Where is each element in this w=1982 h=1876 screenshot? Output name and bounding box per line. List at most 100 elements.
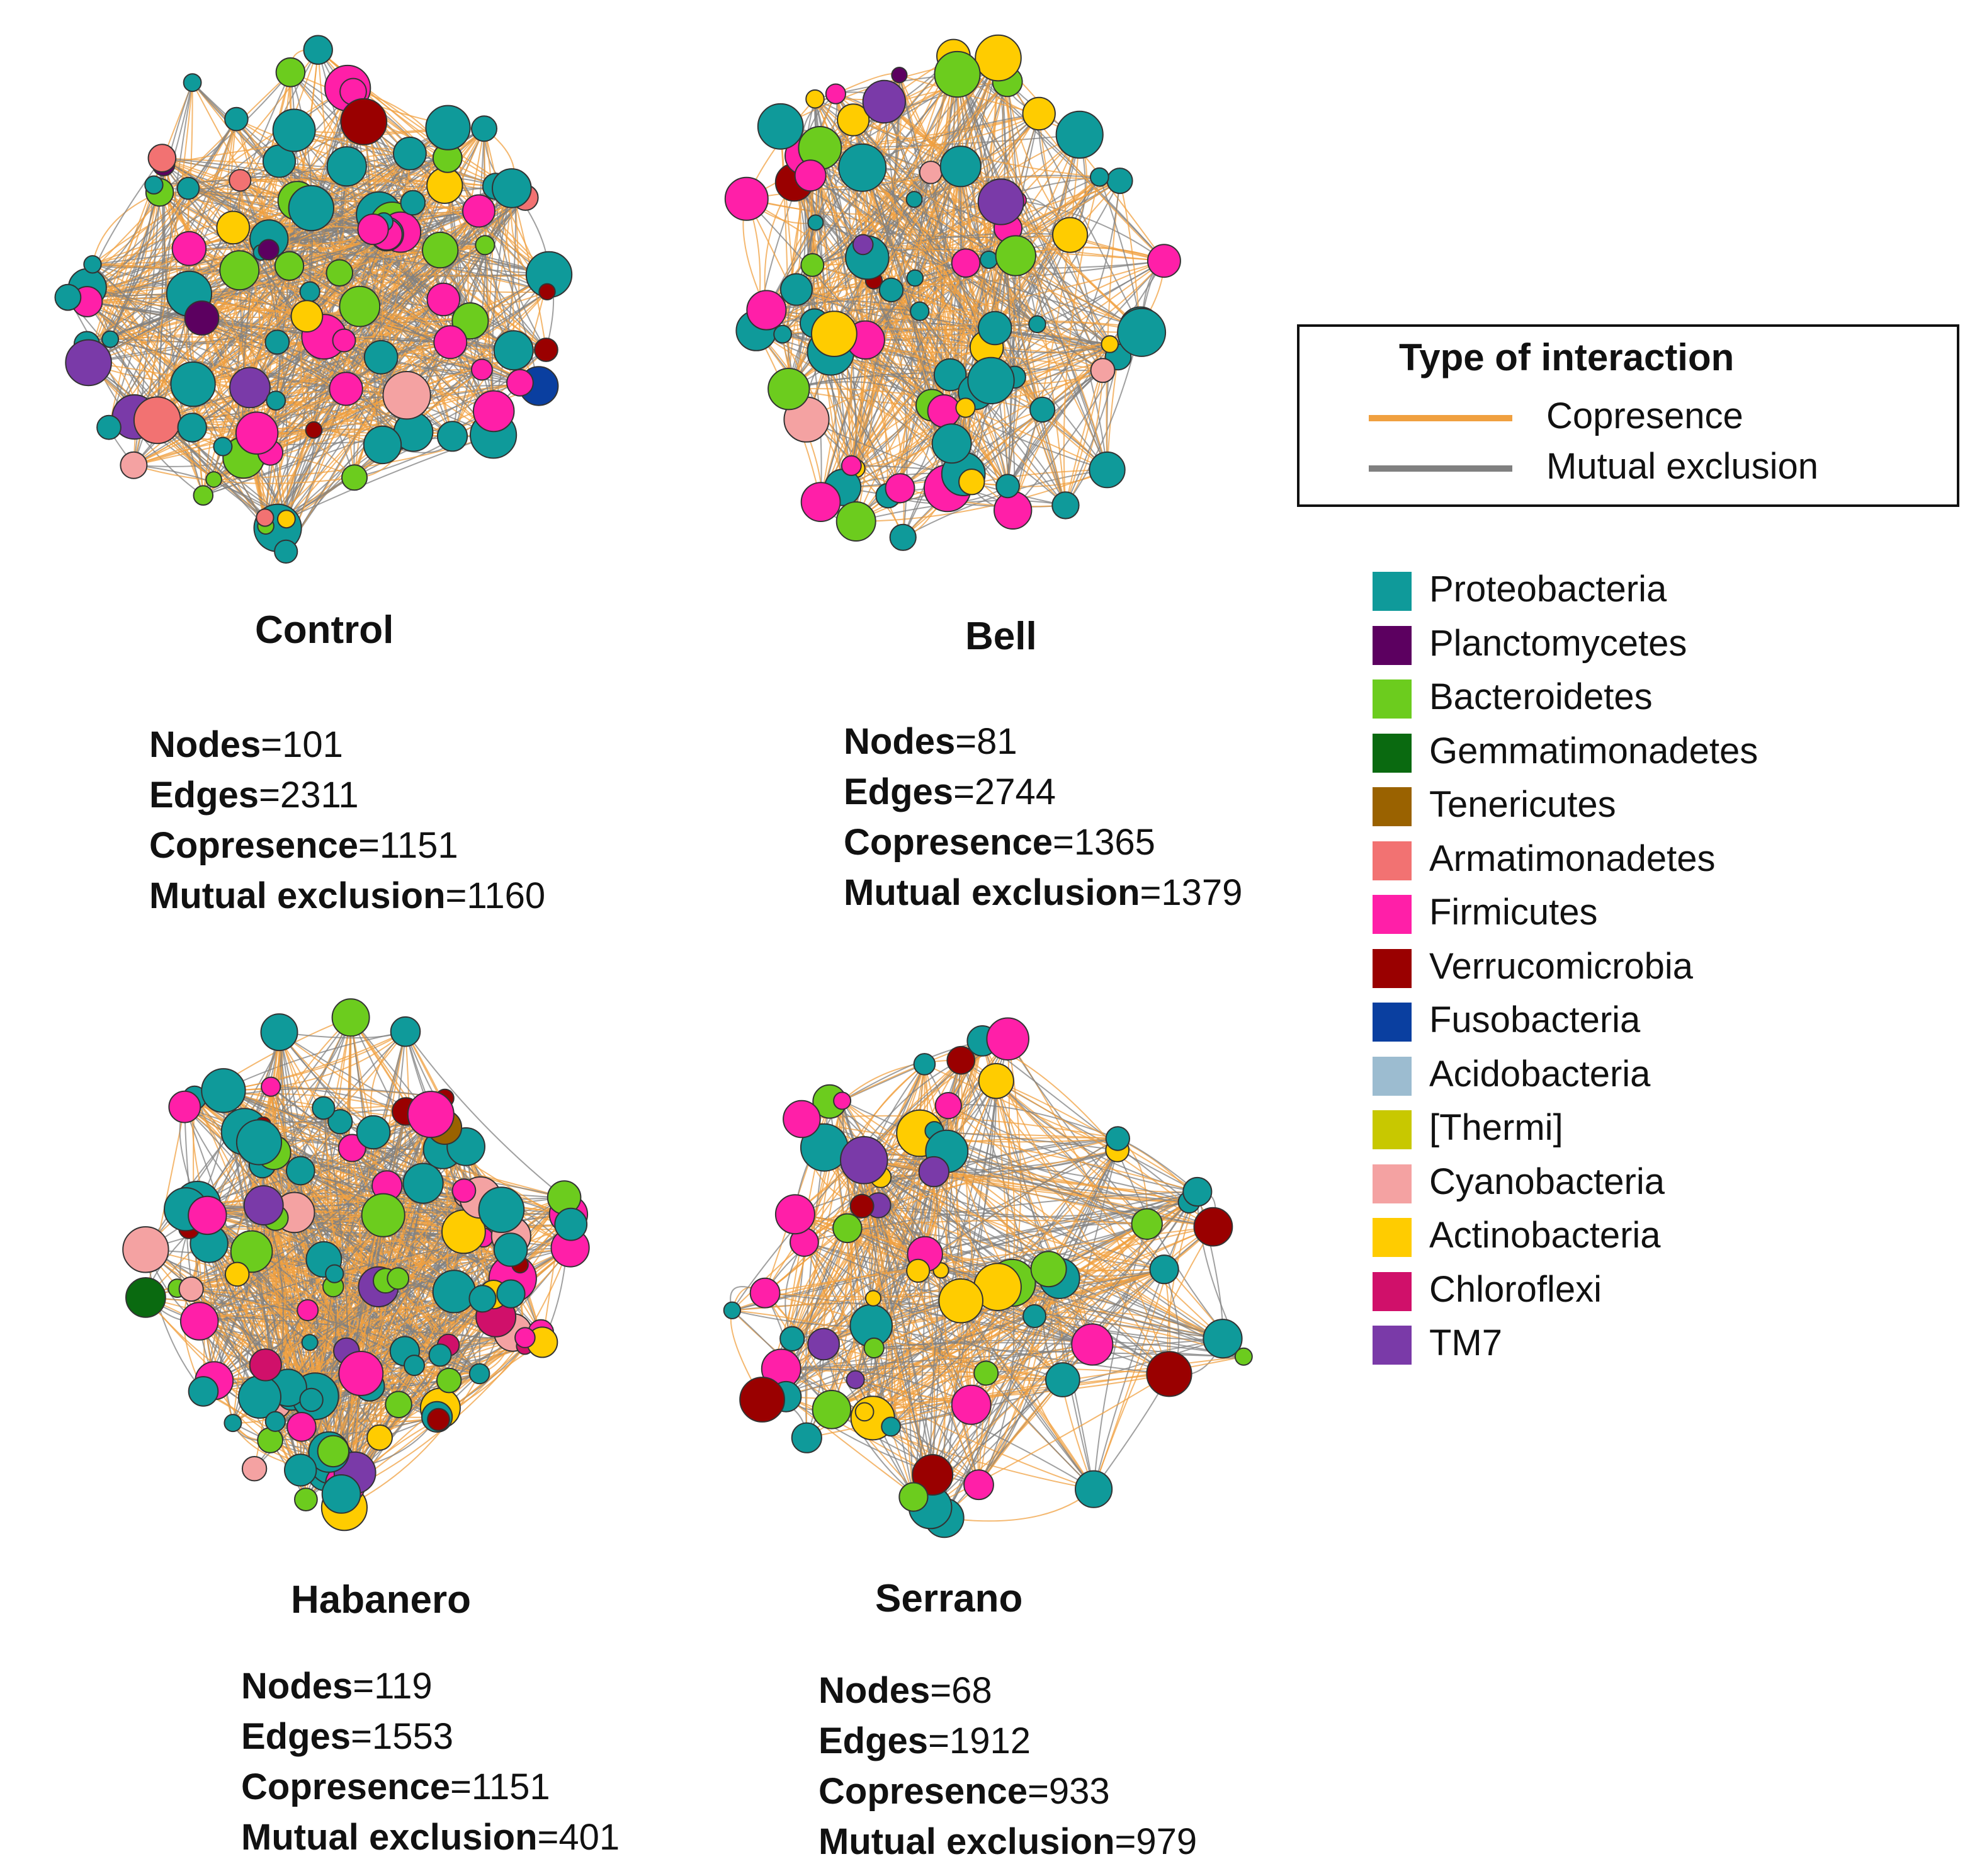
network-edge [883, 101, 1009, 487]
network-node [779, 1326, 805, 1352]
network-edge [268, 153, 411, 251]
color-swatch [1373, 948, 1412, 988]
network-edge [202, 161, 280, 496]
network-edge [87, 301, 470, 322]
legend-label: Acidobacteria [1429, 1053, 1651, 1094]
network-node [933, 358, 967, 392]
network-node [356, 1115, 391, 1150]
network-edge [851, 55, 954, 466]
network-node [305, 421, 323, 439]
network-edge [224, 1088, 484, 1239]
network-node [288, 185, 334, 232]
legend-label: Bacteroidetes [1429, 676, 1653, 717]
network-edge [156, 82, 193, 421]
network-node [1075, 1470, 1113, 1508]
network-node [773, 324, 793, 344]
network-node [120, 451, 148, 479]
legend-item-cyanobacteria: Cyanobacteria [1373, 1159, 1939, 1214]
network-node [363, 425, 402, 465]
network-node [366, 1424, 393, 1451]
network-edge [856, 499, 1066, 522]
legend-label: Gemmatimonadetes [1429, 730, 1758, 771]
network-edge [917, 1270, 980, 1486]
network-node [284, 1453, 317, 1487]
network-edge [1065, 327, 1141, 506]
color-swatch [1373, 895, 1412, 934]
network-node [951, 1384, 992, 1425]
network-node [224, 1261, 250, 1287]
network-node [241, 1456, 268, 1482]
interaction-legend: Type of interaction Copresence Mutual ex… [1297, 324, 1959, 507]
network-node [995, 235, 1036, 276]
network-node [274, 539, 298, 564]
stat-mutual-exclusion: Mutual exclusion=1160 [149, 875, 546, 916]
network-node [841, 455, 862, 476]
network-edge [110, 130, 295, 340]
stat-edges: Edges=1553 [241, 1716, 453, 1757]
network-edge [133, 464, 355, 484]
color-swatch [1373, 1164, 1412, 1203]
network-node [261, 1076, 281, 1097]
network-node [794, 159, 827, 192]
network-node [1028, 315, 1046, 334]
legend-item-bacteroidetes: Bacteroidetes [1373, 674, 1939, 729]
color-swatch [1373, 625, 1412, 665]
network-node [407, 1091, 455, 1139]
network-edge [930, 1373, 1170, 1508]
network-edge [1063, 176, 1101, 506]
network-node [506, 368, 534, 397]
network-edge [829, 1101, 1170, 1375]
network-node [213, 436, 233, 457]
legend-label: Fusobacteria [1429, 999, 1641, 1040]
stat-copresence: Copresence=1151 [149, 825, 458, 866]
stat-mutual-exclusion: Mutual exclusion=1379 [844, 872, 1243, 913]
network-edge [92, 191, 160, 264]
network-node [889, 523, 917, 551]
network-node [963, 1469, 994, 1501]
legend-label: Cyanobacteria [1429, 1161, 1665, 1202]
network-edge [309, 1249, 511, 1343]
network-node [260, 1013, 298, 1052]
stat-copresence: Copresence=933 [818, 1771, 1110, 1812]
network-node [1149, 1254, 1179, 1285]
network-edge [256, 197, 526, 434]
network-edge [873, 134, 1080, 281]
network-edge [898, 74, 988, 348]
network-node [811, 310, 858, 358]
network-node [468, 1363, 490, 1385]
network-node [1182, 1176, 1213, 1207]
network-node [958, 469, 985, 496]
network-node [910, 301, 930, 321]
network-edge [1119, 180, 1141, 328]
network-edge [491, 188, 512, 411]
network-node [757, 103, 804, 150]
network-edge [862, 1205, 1147, 1225]
network-edge [841, 1059, 961, 1101]
stat-nodes: Nodes=68 [818, 1670, 992, 1711]
network-node [205, 471, 222, 488]
color-swatch [1373, 1110, 1412, 1149]
network-node [496, 1279, 526, 1309]
network-node [913, 1053, 936, 1076]
network-node [390, 1016, 421, 1047]
network-node [188, 1376, 219, 1407]
network-edge [807, 1379, 1063, 1439]
network-edge [153, 185, 251, 388]
network-edge [943, 1316, 1036, 1518]
network-node [767, 368, 810, 411]
network-node [833, 1091, 852, 1110]
network-edge [161, 157, 204, 496]
control-stats: Nodes=101 Edges=2311 Copresence=1151 Mut… [149, 720, 545, 921]
network-edge [803, 1241, 1063, 1380]
network-node [170, 361, 216, 407]
network-node [977, 178, 1024, 225]
network-edge [873, 1205, 888, 1299]
network-node [235, 1119, 283, 1166]
network-edge [978, 1278, 1060, 1486]
node-group [122, 998, 590, 1532]
legend-item-tenericutes: Tenericutes [1373, 782, 1939, 836]
network-node [178, 1276, 204, 1302]
color-swatch [1373, 1326, 1412, 1365]
legend-label: Verrucomicrobia [1429, 945, 1694, 987]
habanero-title: Habanero [291, 1578, 471, 1622]
